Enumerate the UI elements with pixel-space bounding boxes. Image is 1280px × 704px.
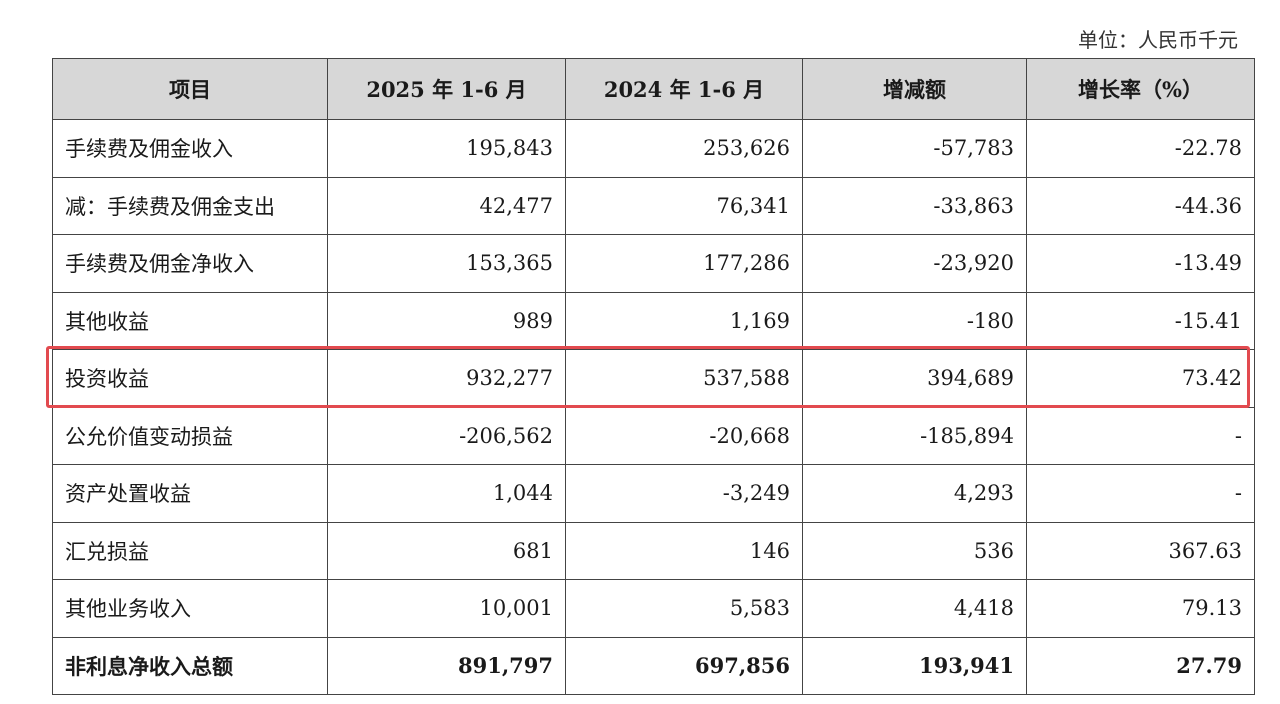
row-2024: 697,856 — [565, 636, 803, 695]
row-2025: 153,365 — [327, 234, 566, 293]
row-2025: 989 — [327, 291, 566, 350]
row-change: -33,863 — [802, 176, 1027, 235]
row-item: 非利息净收入总额 — [52, 636, 328, 695]
table-row: 手续费及佣金收入 195,843 253,626 -57,783 -22.78 — [52, 119, 1255, 178]
row-2025: 681 — [327, 521, 566, 580]
row-2025: 42,477 — [327, 176, 566, 235]
row-item: 公允价值变动损益 — [52, 406, 328, 465]
row-2024: 146 — [565, 521, 803, 580]
header-item: 项目 — [52, 58, 328, 120]
row-rate: -15.41 — [1026, 291, 1255, 350]
table-row: 资产处置收益 1,044 -3,249 4,293 - — [52, 464, 1255, 523]
row-item: 手续费及佣金收入 — [52, 119, 328, 178]
row-change: 536 — [802, 521, 1027, 580]
row-change: 193,941 — [802, 636, 1027, 695]
row-rate: -44.36 — [1026, 176, 1255, 235]
row-item: 其他业务收入 — [52, 579, 328, 638]
row-change: -185,894 — [802, 406, 1027, 465]
row-2025: 10,001 — [327, 579, 566, 638]
total-row: 非利息净收入总额 891,797 697,856 193,941 27.79 — [52, 636, 1255, 695]
table-row: 汇兑损益 681 146 536 367.63 — [52, 521, 1255, 580]
table-row: 手续费及佣金净收入 153,365 177,286 -23,920 -13.49 — [52, 234, 1255, 293]
row-rate: 73.42 — [1026, 349, 1255, 408]
row-item: 汇兑损益 — [52, 521, 328, 580]
row-2025: 932,277 — [327, 349, 566, 408]
header-2025-h1: 2025 年 1-6 月 — [327, 58, 566, 120]
row-item: 资产处置收益 — [52, 464, 328, 523]
unit-label: 单位：人民币千元 — [1078, 28, 1238, 52]
row-rate: 79.13 — [1026, 579, 1255, 638]
row-2024: 253,626 — [565, 119, 803, 178]
row-2025: 1,044 — [327, 464, 566, 523]
table-row: 其他业务收入 10,001 5,583 4,418 79.13 — [52, 579, 1255, 638]
row-rate: - — [1026, 464, 1255, 523]
row-item: 其他收益 — [52, 291, 328, 350]
table-row-highlighted: 投资收益 932,277 537,588 394,689 73.42 — [52, 349, 1255, 408]
row-2024: 76,341 — [565, 176, 803, 235]
row-2025: -206,562 — [327, 406, 566, 465]
header-growth-rate: 增长率（%） — [1026, 58, 1255, 120]
row-2024: -20,668 — [565, 406, 803, 465]
row-change: 4,293 — [802, 464, 1027, 523]
table-row: 公允价值变动损益 -206,562 -20,668 -185,894 - — [52, 406, 1255, 465]
row-2024: 5,583 — [565, 579, 803, 638]
header-2024-h1: 2024 年 1-6 月 — [565, 58, 803, 120]
income-table: 项目 2025 年 1-6 月 2024 年 1-6 月 增减额 增长率（%） … — [52, 58, 1255, 695]
header-change: 增减额 — [802, 58, 1027, 120]
row-2024: 1,169 — [565, 291, 803, 350]
row-change: -23,920 — [802, 234, 1027, 293]
row-change: -57,783 — [802, 119, 1027, 178]
row-2024: -3,249 — [565, 464, 803, 523]
row-change: -180 — [802, 291, 1027, 350]
row-2025: 195,843 — [327, 119, 566, 178]
row-2025: 891,797 — [327, 636, 566, 695]
table-row: 其他收益 989 1,169 -180 -15.41 — [52, 291, 1255, 350]
table-row: 减：手续费及佣金支出 42,477 76,341 -33,863 -44.36 — [52, 176, 1255, 235]
row-rate: - — [1026, 406, 1255, 465]
row-rate: -13.49 — [1026, 234, 1255, 293]
row-rate: 27.79 — [1026, 636, 1255, 695]
row-2024: 537,588 — [565, 349, 803, 408]
row-change: 4,418 — [802, 579, 1027, 638]
row-rate: 367.63 — [1026, 521, 1255, 580]
row-change: 394,689 — [802, 349, 1027, 408]
header-row: 项目 2025 年 1-6 月 2024 年 1-6 月 增减额 增长率（%） — [52, 58, 1255, 120]
row-2024: 177,286 — [565, 234, 803, 293]
row-item: 手续费及佣金净收入 — [52, 234, 328, 293]
row-item: 投资收益 — [52, 349, 328, 408]
row-item: 减：手续费及佣金支出 — [52, 176, 328, 235]
row-rate: -22.78 — [1026, 119, 1255, 178]
